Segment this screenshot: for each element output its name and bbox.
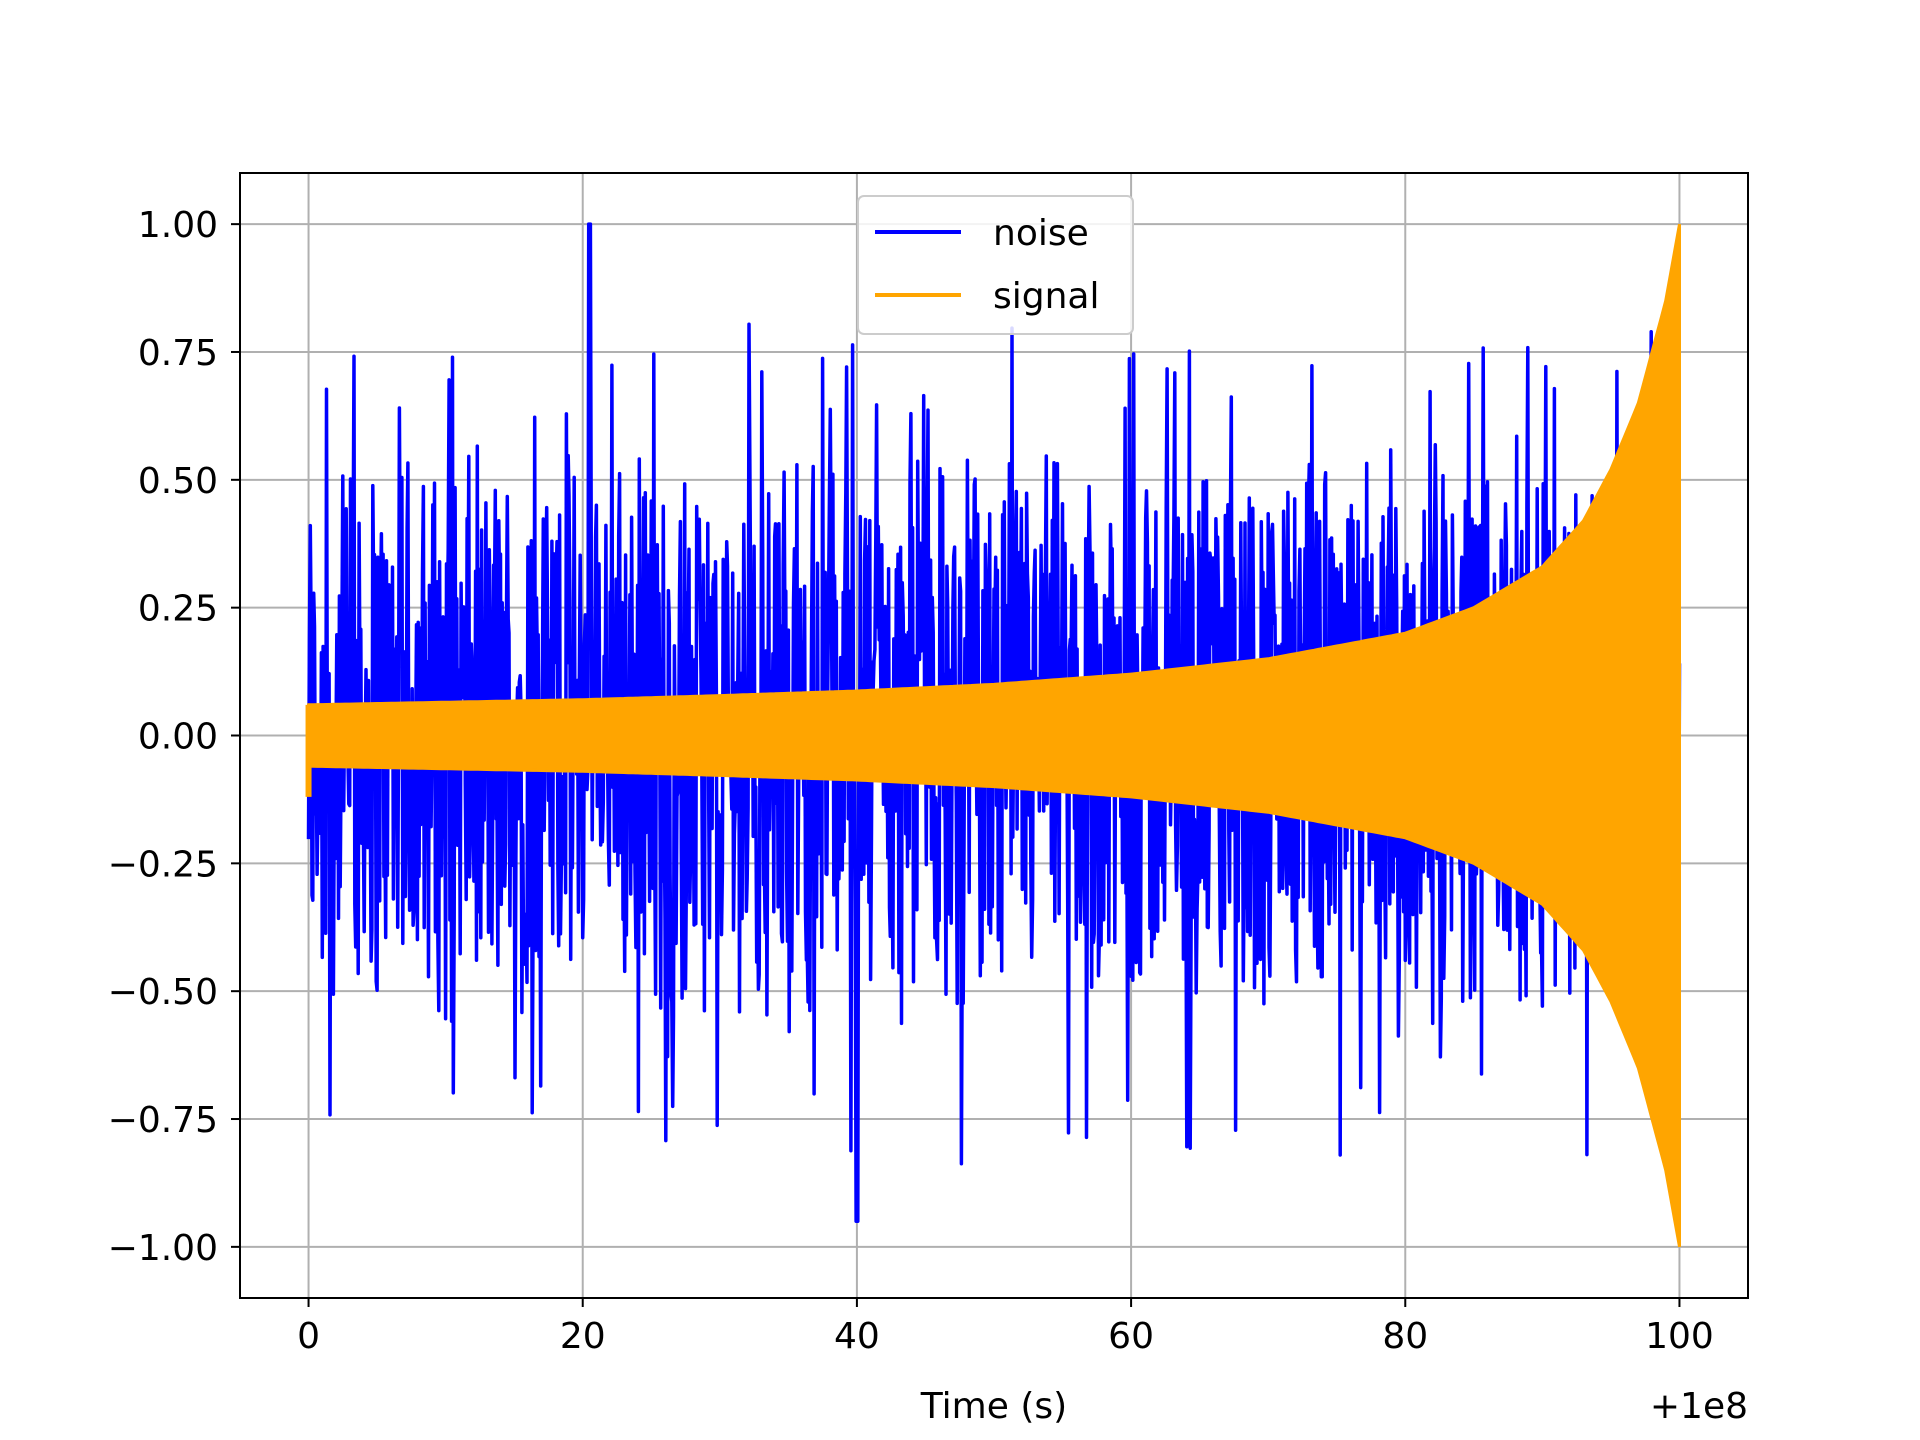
y-tick-label: 0.00: [138, 717, 218, 758]
y-tick-label: 0.25: [138, 589, 218, 630]
y-tick-label: −0.75: [108, 1100, 218, 1141]
legend-label-noise: noise: [993, 213, 1089, 254]
y-tick-label: −1.00: [108, 1228, 218, 1269]
y-tick-label: 0.50: [138, 461, 218, 502]
y-tick-label: −0.25: [108, 844, 218, 885]
x-axis-label: Time (s): [920, 1386, 1067, 1427]
y-tick-label: 1.00: [138, 205, 218, 246]
y-tick-label: −0.50: [108, 972, 218, 1013]
x-tick-label: 0: [297, 1316, 320, 1357]
x-tick-label: 20: [560, 1316, 606, 1357]
x-tick-label: 60: [1108, 1316, 1154, 1357]
ticks: 0 20 40 60 80 100 1.00 0.75 0.50 0.25 0.00 −0.25 −0.…: [108, 205, 1714, 1357]
x-offset-label: +1e8: [1650, 1386, 1748, 1427]
series-signal-band: [307, 223, 1681, 1248]
x-tick-label: 100: [1645, 1316, 1714, 1357]
x-tick-label: 40: [834, 1316, 880, 1357]
legend-label-signal: signal: [993, 276, 1100, 317]
y-tick-label: 0.75: [138, 333, 218, 374]
x-tick-label: 80: [1382, 1316, 1428, 1357]
series-layer: [305, 222, 1682, 1248]
legend: noise signal: [857, 195, 1134, 335]
